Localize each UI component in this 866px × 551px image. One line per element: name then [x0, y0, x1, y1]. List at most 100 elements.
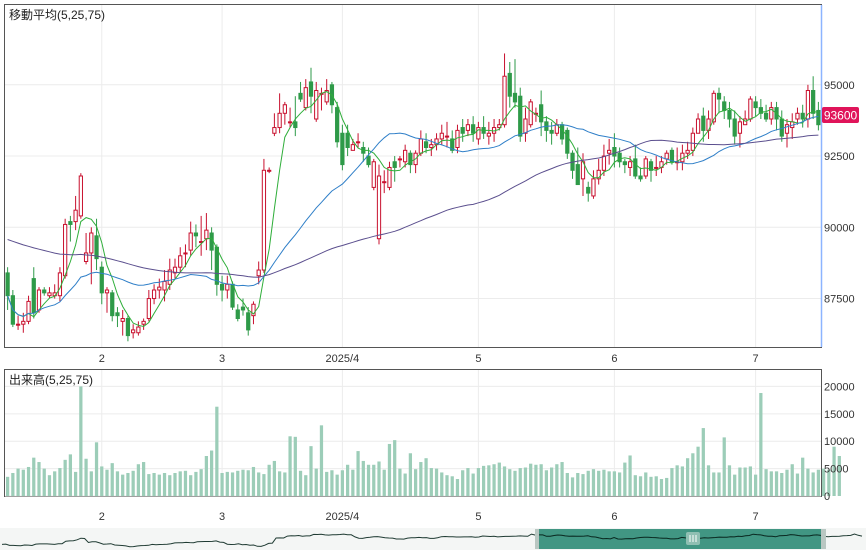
candle[interactable]: [382, 170, 387, 194]
candle[interactable]: [423, 133, 429, 154]
candle[interactable]: [125, 315, 131, 342]
candle[interactable]: [669, 147, 675, 165]
candle[interactable]: [732, 110, 737, 145]
candle[interactable]: [633, 144, 638, 179]
candle[interactable]: [392, 156, 397, 182]
candle[interactable]: [758, 99, 763, 119]
candle[interactable]: [246, 307, 251, 336]
candle[interactable]: [507, 62, 512, 108]
candle[interactable]: [68, 215, 73, 242]
candle[interactable]: [638, 167, 643, 182]
candle[interactable]: [193, 224, 199, 248]
candle[interactable]: [267, 167, 272, 174]
candle[interactable]: [737, 116, 743, 148]
candle[interactable]: [643, 156, 648, 179]
candle[interactable]: [753, 96, 758, 117]
candle[interactable]: [110, 290, 115, 322]
candle[interactable]: [387, 161, 392, 191]
candle[interactable]: [763, 104, 769, 122]
candle[interactable]: [151, 284, 157, 305]
candle[interactable]: [99, 261, 104, 305]
candle[interactable]: [282, 101, 287, 125]
candle[interactable]: [188, 221, 193, 256]
candle[interactable]: [251, 301, 256, 325]
candle[interactable]: [287, 107, 293, 128]
candle[interactable]: [607, 138, 612, 165]
candle[interactable]: [340, 124, 345, 171]
candle[interactable]: [115, 307, 120, 328]
candle[interactable]: [727, 101, 732, 128]
candle[interactable]: [83, 233, 89, 265]
candle[interactable]: [565, 127, 570, 159]
candle[interactable]: [471, 116, 476, 142]
candle[interactable]: [397, 156, 403, 168]
candle[interactable]: [591, 170, 596, 199]
grip-lines-icon[interactable]: [686, 532, 700, 545]
candle[interactable]: [465, 119, 471, 137]
candle[interactable]: [371, 158, 376, 191]
candle[interactable]: [528, 99, 533, 128]
candle[interactable]: [15, 315, 21, 330]
candle[interactable]: [104, 287, 110, 313]
candle[interactable]: [444, 121, 450, 148]
candle[interactable]: [63, 218, 68, 279]
candle[interactable]: [335, 101, 340, 148]
candle[interactable]: [120, 309, 125, 336]
candle[interactable]: [146, 290, 151, 322]
candle[interactable]: [695, 113, 701, 134]
candle[interactable]: [586, 181, 591, 202]
candle[interactable]: [78, 173, 83, 219]
candle[interactable]: [272, 113, 277, 137]
candle[interactable]: [277, 93, 282, 134]
candle[interactable]: [376, 164, 382, 245]
candle[interactable]: [601, 144, 607, 176]
candle[interactable]: [403, 144, 408, 168]
candle[interactable]: [73, 195, 78, 231]
candle[interactable]: [617, 147, 622, 168]
candle[interactable]: [298, 81, 303, 102]
candle[interactable]: [518, 87, 523, 142]
candle[interactable]: [795, 107, 800, 125]
candle[interactable]: [172, 258, 178, 279]
candle[interactable]: [486, 121, 491, 145]
candle[interactable]: [141, 318, 146, 330]
candle[interactable]: [261, 158, 267, 273]
candle[interactable]: [235, 304, 240, 322]
candle[interactable]: [784, 119, 790, 148]
candle[interactable]: [355, 133, 361, 148]
volume-plot-area[interactable]: [5, 386, 841, 496]
candle[interactable]: [293, 96, 298, 137]
candle[interactable]: [178, 247, 183, 273]
candle[interactable]: [460, 119, 465, 142]
candle[interactable]: [219, 275, 225, 302]
candle[interactable]: [256, 261, 261, 285]
candle[interactable]: [502, 53, 507, 128]
candle[interactable]: [10, 290, 15, 328]
candle[interactable]: [523, 107, 528, 142]
candle[interactable]: [654, 156, 659, 176]
candle[interactable]: [512, 59, 518, 108]
candle[interactable]: [476, 121, 481, 145]
candle[interactable]: [308, 67, 314, 114]
candle[interactable]: [539, 90, 544, 137]
candle[interactable]: [314, 81, 319, 122]
candle[interactable]: [816, 101, 821, 131]
candle[interactable]: [47, 287, 52, 299]
candle[interactable]: [42, 287, 47, 296]
candle[interactable]: [26, 295, 31, 325]
navigator[interactable]: [0, 528, 866, 550]
navigator-right-handle[interactable]: [821, 529, 826, 549]
candle[interactable]: [136, 321, 141, 336]
candle[interactable]: [622, 158, 627, 174]
price-plot-area[interactable]: [5, 53, 821, 342]
candle[interactable]: [303, 79, 308, 111]
candle[interactable]: [769, 101, 774, 125]
candle[interactable]: [183, 244, 188, 268]
candle[interactable]: [214, 244, 219, 296]
navigator-selected-range[interactable]: [538, 529, 821, 549]
candle[interactable]: [716, 87, 722, 114]
candle[interactable]: [131, 324, 136, 339]
candle[interactable]: [701, 107, 706, 142]
candle[interactable]: [800, 104, 805, 128]
navigator-left-handle[interactable]: [535, 529, 539, 549]
